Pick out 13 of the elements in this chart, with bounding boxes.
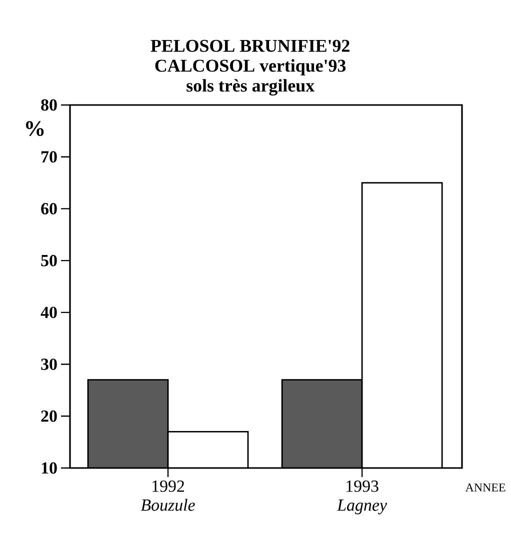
y-tick-label: 40 <box>40 306 57 318</box>
y-tick-label: 50 <box>41 254 57 266</box>
x-tick-label: 1992 Bouzule <box>140 480 195 511</box>
y-tick-label: 80 <box>41 99 57 111</box>
x-tick-label: 1993 Lagney <box>336 480 387 514</box>
y-tick-label: 20 <box>41 410 57 422</box>
y-tick-label: 10 <box>42 462 57 474</box>
y-tick-label: 30 <box>41 358 57 370</box>
chart-subtitle: sols très argileux <box>186 79 314 96</box>
y-axis-title: % <box>26 121 44 136</box>
y-tick-label: 70 <box>42 151 57 163</box>
y-tick-label: 60 <box>41 202 57 214</box>
x-axis-title: ANNEE <box>465 484 506 492</box>
